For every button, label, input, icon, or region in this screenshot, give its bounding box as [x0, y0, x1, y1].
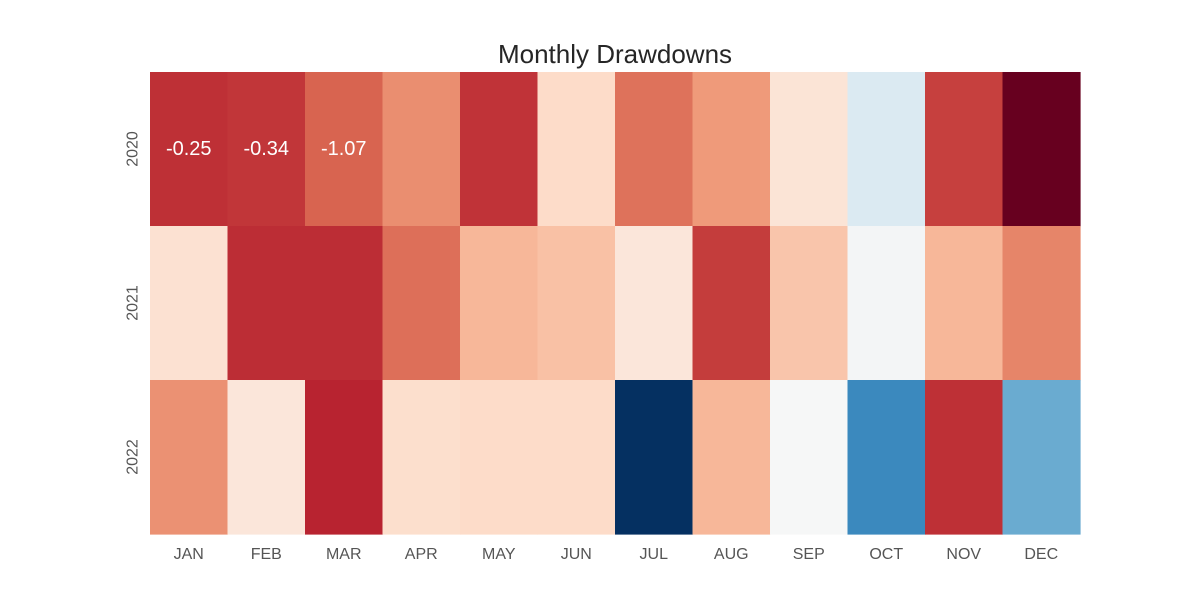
x-tick-label: MAY: [482, 546, 516, 563]
cell-annotations: -0.25 -0.34 -1.07: [166, 138, 367, 160]
heatmap-cell-2020-jun: [537, 72, 616, 227]
heatmap-cell-2021-jun: [537, 226, 616, 381]
heatmap-cell-2022-feb: [227, 380, 306, 535]
heatmap-cell-2021-nov: [925, 226, 1004, 381]
heatmap-cell-2020-nov: [925, 72, 1004, 227]
heatmap-cell-2022-nov: [925, 380, 1004, 535]
x-tick-label: JUL: [640, 546, 669, 563]
heatmap-cell-2020-feb: [227, 72, 306, 227]
heatmap-cell-2021-aug: [692, 226, 771, 381]
heatmap-cell-2020-oct: [847, 72, 926, 227]
heatmap-cell-2022-dec: [1002, 380, 1081, 535]
heatmap-cell-2022-aug: [692, 380, 771, 535]
x-tick-label: MAR: [326, 546, 362, 563]
cell-annotation: -0.34: [243, 138, 289, 160]
heatmap-cell-2022-mar: [305, 380, 384, 535]
y-tick-label: 2022: [125, 439, 142, 475]
heatmap-cell-2022-apr: [382, 380, 461, 535]
y-tick-label: 2021: [125, 285, 142, 321]
x-tick-label: NOV: [946, 546, 981, 563]
x-tick-label: SEP: [793, 546, 825, 563]
y-tick-label: 2020: [125, 131, 142, 167]
heatmap-cell-2021-jan: [150, 226, 229, 381]
x-tick-label: APR: [405, 546, 438, 563]
heatmap-cell-2022-jan: [150, 380, 229, 535]
x-tick-label: AUG: [714, 546, 749, 563]
heatmap-cell-2020-mar: [305, 72, 384, 227]
heatmap-cell-2022-sep: [770, 380, 849, 535]
heatmap-cell-2020-may: [460, 72, 539, 227]
heatmap-cell-2022-jun: [537, 380, 616, 535]
x-tick-label: OCT: [869, 546, 903, 563]
heatmap-cell-2021-oct: [847, 226, 926, 381]
x-tick-labels: JAN FEB MAR APR MAY JUN JUL AUG SEP OCT NOV DEC: [174, 546, 1059, 563]
heatmap-cell-2021-dec: [1002, 226, 1081, 381]
heatmap-cell-2021-apr: [382, 226, 461, 381]
x-tick-label: JAN: [174, 546, 204, 563]
heatmap-cell-2020-dec: [1002, 72, 1081, 227]
heatmap-cell-2021-jul: [615, 226, 694, 381]
heatmap-cell-2021-may: [460, 226, 539, 381]
heatmap-cell-2021-sep: [770, 226, 849, 381]
x-tick-label: DEC: [1024, 546, 1058, 563]
heatmap-cell-2020-sep: [770, 72, 849, 227]
heatmap-cell-2022-jul: [615, 380, 694, 535]
heatmap-cell-2022-may: [460, 380, 539, 535]
heatmap-cell-2021-mar: [305, 226, 384, 381]
heatmap-cell-2020-jul: [615, 72, 694, 227]
x-tick-label: JUN: [561, 546, 592, 563]
cell-annotation: -0.25: [166, 138, 212, 160]
heatmap-cells: [150, 72, 1081, 535]
y-tick-labels: 2020 2021 2022: [125, 131, 142, 475]
heatmap-cell-2020-jan: [150, 72, 229, 227]
heatmap-cell-2022-oct: [847, 380, 926, 535]
heatmap-cell-2021-feb: [227, 226, 306, 381]
x-tick-label: FEB: [251, 546, 282, 563]
chart-title: Monthly Drawdowns: [498, 39, 732, 69]
heatmap-cell-2020-apr: [382, 72, 461, 227]
heatmap-cell-2020-aug: [692, 72, 771, 227]
cell-annotation: -1.07: [321, 138, 367, 160]
